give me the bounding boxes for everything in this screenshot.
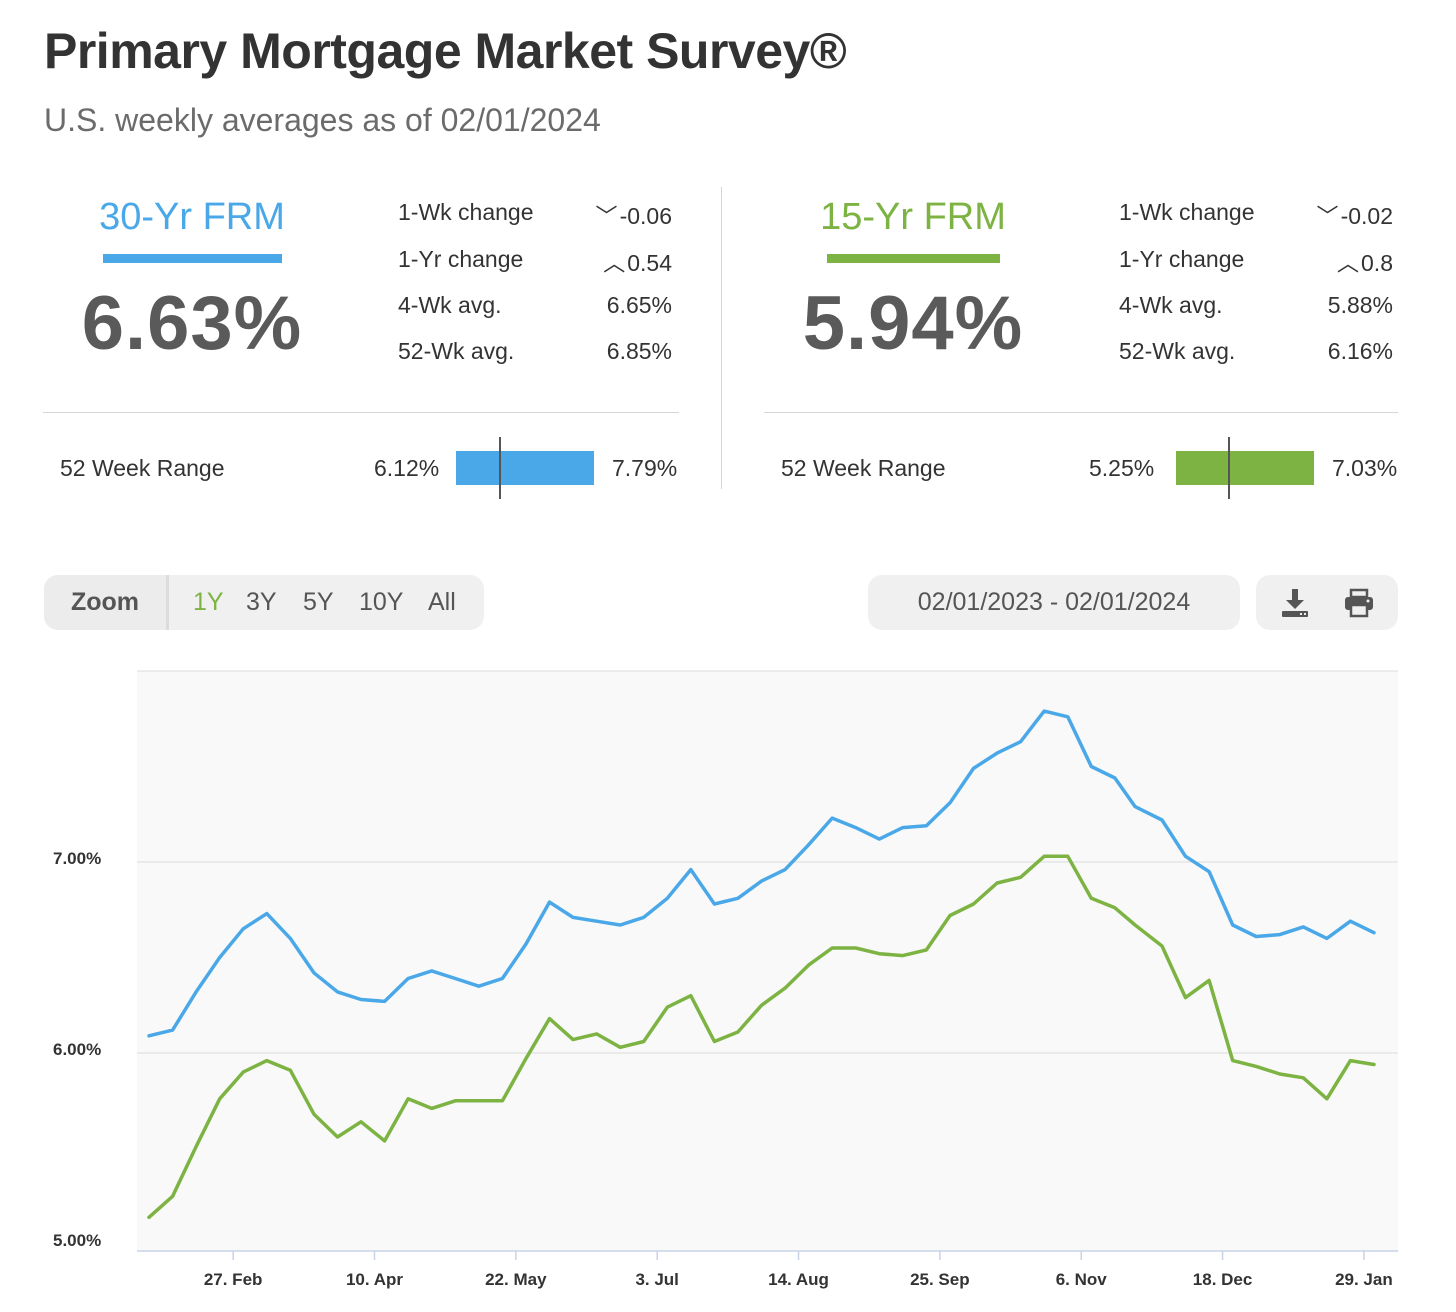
download-icon[interactable] <box>1277 585 1313 621</box>
frm30-avg52: 6.85% <box>606 338 672 364</box>
series-line-30yr <box>147 709 1376 1038</box>
x-tick-label: 25. Sep <box>910 1270 970 1289</box>
frm15-color-bar <box>827 254 1000 263</box>
frm30-rate: 6.63% <box>81 281 303 366</box>
chevron-up-icon: ︿ <box>1337 251 1360 276</box>
date-range-picker[interactable]: 02/01/2023 - 02/01/2024 <box>868 575 1240 630</box>
page-subtitle: U.S. weekly averages as of 02/01/2024 <box>44 102 601 138</box>
frm30-avg4: 6.65% <box>606 292 672 318</box>
y-tick-label: 5.00% <box>53 1231 101 1250</box>
x-tick-label: 6. Nov <box>1056 1270 1108 1289</box>
x-tick-label: 29. Jan <box>1335 1270 1393 1289</box>
chevron-up-icon: ︿ <box>603 251 626 276</box>
frm30-range-label: 52 Week Range <box>60 455 225 481</box>
frm15-wk-change: ﹀-0.02 <box>1263 199 1393 231</box>
plot-background <box>137 671 1398 1251</box>
frm15-avg4-label: 4-Wk avg. <box>1119 292 1223 318</box>
zoom-1y-button[interactable]: 1Y <box>193 588 224 616</box>
frm15-label: 15-Yr FRM <box>820 196 1006 238</box>
frm15-rate: 5.94% <box>802 281 1024 366</box>
x-tick-label: 27. Feb <box>204 1270 263 1289</box>
frm15-range-marker <box>1228 437 1231 499</box>
frm15-range-bar <box>1176 451 1314 485</box>
x-tick-label: 10. Apr <box>346 1270 403 1289</box>
frm30-avg52-label: 52-Wk avg. <box>398 338 515 364</box>
frm15-range-high: 7.03% <box>1332 455 1398 481</box>
zoom-5y-button[interactable]: 5Y <box>303 588 334 616</box>
x-tick-label: 18. Dec <box>1193 1270 1253 1289</box>
frm15-yr-change-label: 1-Yr change <box>1119 246 1245 272</box>
frm30-range-marker <box>498 437 501 499</box>
frm30-yr-change-label: 1-Yr change <box>398 246 524 272</box>
frm15-wk-change-label: 1-Wk change <box>1119 199 1255 225</box>
frm30-wk-change-label: 1-Wk change <box>398 199 534 225</box>
zoom-3y-button[interactable]: 3Y <box>246 588 277 616</box>
frm15-avg52-label: 52-Wk avg. <box>1119 338 1236 364</box>
panel-divider <box>721 187 722 489</box>
zoom-10y-button[interactable]: 10Y <box>359 588 404 616</box>
series-line-15yr <box>147 854 1376 1220</box>
frm15-range-low: 5.25% <box>1089 455 1155 481</box>
zoom-all-button[interactable]: All <box>428 588 456 616</box>
y-tick-label: 7.00% <box>53 849 101 868</box>
y-tick-label: 6.00% <box>53 1040 101 1059</box>
chevron-down-icon: ﹀ <box>595 204 618 229</box>
export-toolbar <box>1256 575 1398 630</box>
frm30-yr-change: ︿0.54 <box>542 246 672 278</box>
rate-history-chart: 5.00% 6.00% 7.00% 27. Feb 10. Apr 22. May 3. … <box>53 670 1398 1289</box>
page-title: Primary Mortgage Market Survey® <box>44 23 847 79</box>
frm30-range-low: 6.12% <box>374 455 440 481</box>
frm15-avg4: 5.88% <box>1327 292 1393 318</box>
frm30-range-bar <box>456 451 594 485</box>
frm15-avg52: 6.16% <box>1327 338 1393 364</box>
frm30-wk-change: ﹀-0.06 <box>542 199 672 231</box>
frm30-label: 30-Yr FRM <box>99 196 285 238</box>
frm30-color-bar <box>103 254 282 263</box>
x-tick-label: 22. May <box>485 1270 547 1289</box>
print-icon[interactable] <box>1341 585 1377 621</box>
x-tick-label: 14. Aug <box>768 1270 829 1289</box>
frm15-yr-change: ︿0.8 <box>1263 246 1393 278</box>
zoom-label: Zoom <box>44 575 169 630</box>
frm30-range-high: 7.79% <box>612 455 678 481</box>
chevron-down-icon: ﹀ <box>1316 204 1339 229</box>
frm15-range-label: 52 Week Range <box>781 455 946 481</box>
frm15-divider <box>764 412 1398 413</box>
frm30-divider <box>43 412 679 413</box>
frm30-avg4-label: 4-Wk avg. <box>398 292 502 318</box>
x-tick-label: 3. Jul <box>635 1270 678 1289</box>
